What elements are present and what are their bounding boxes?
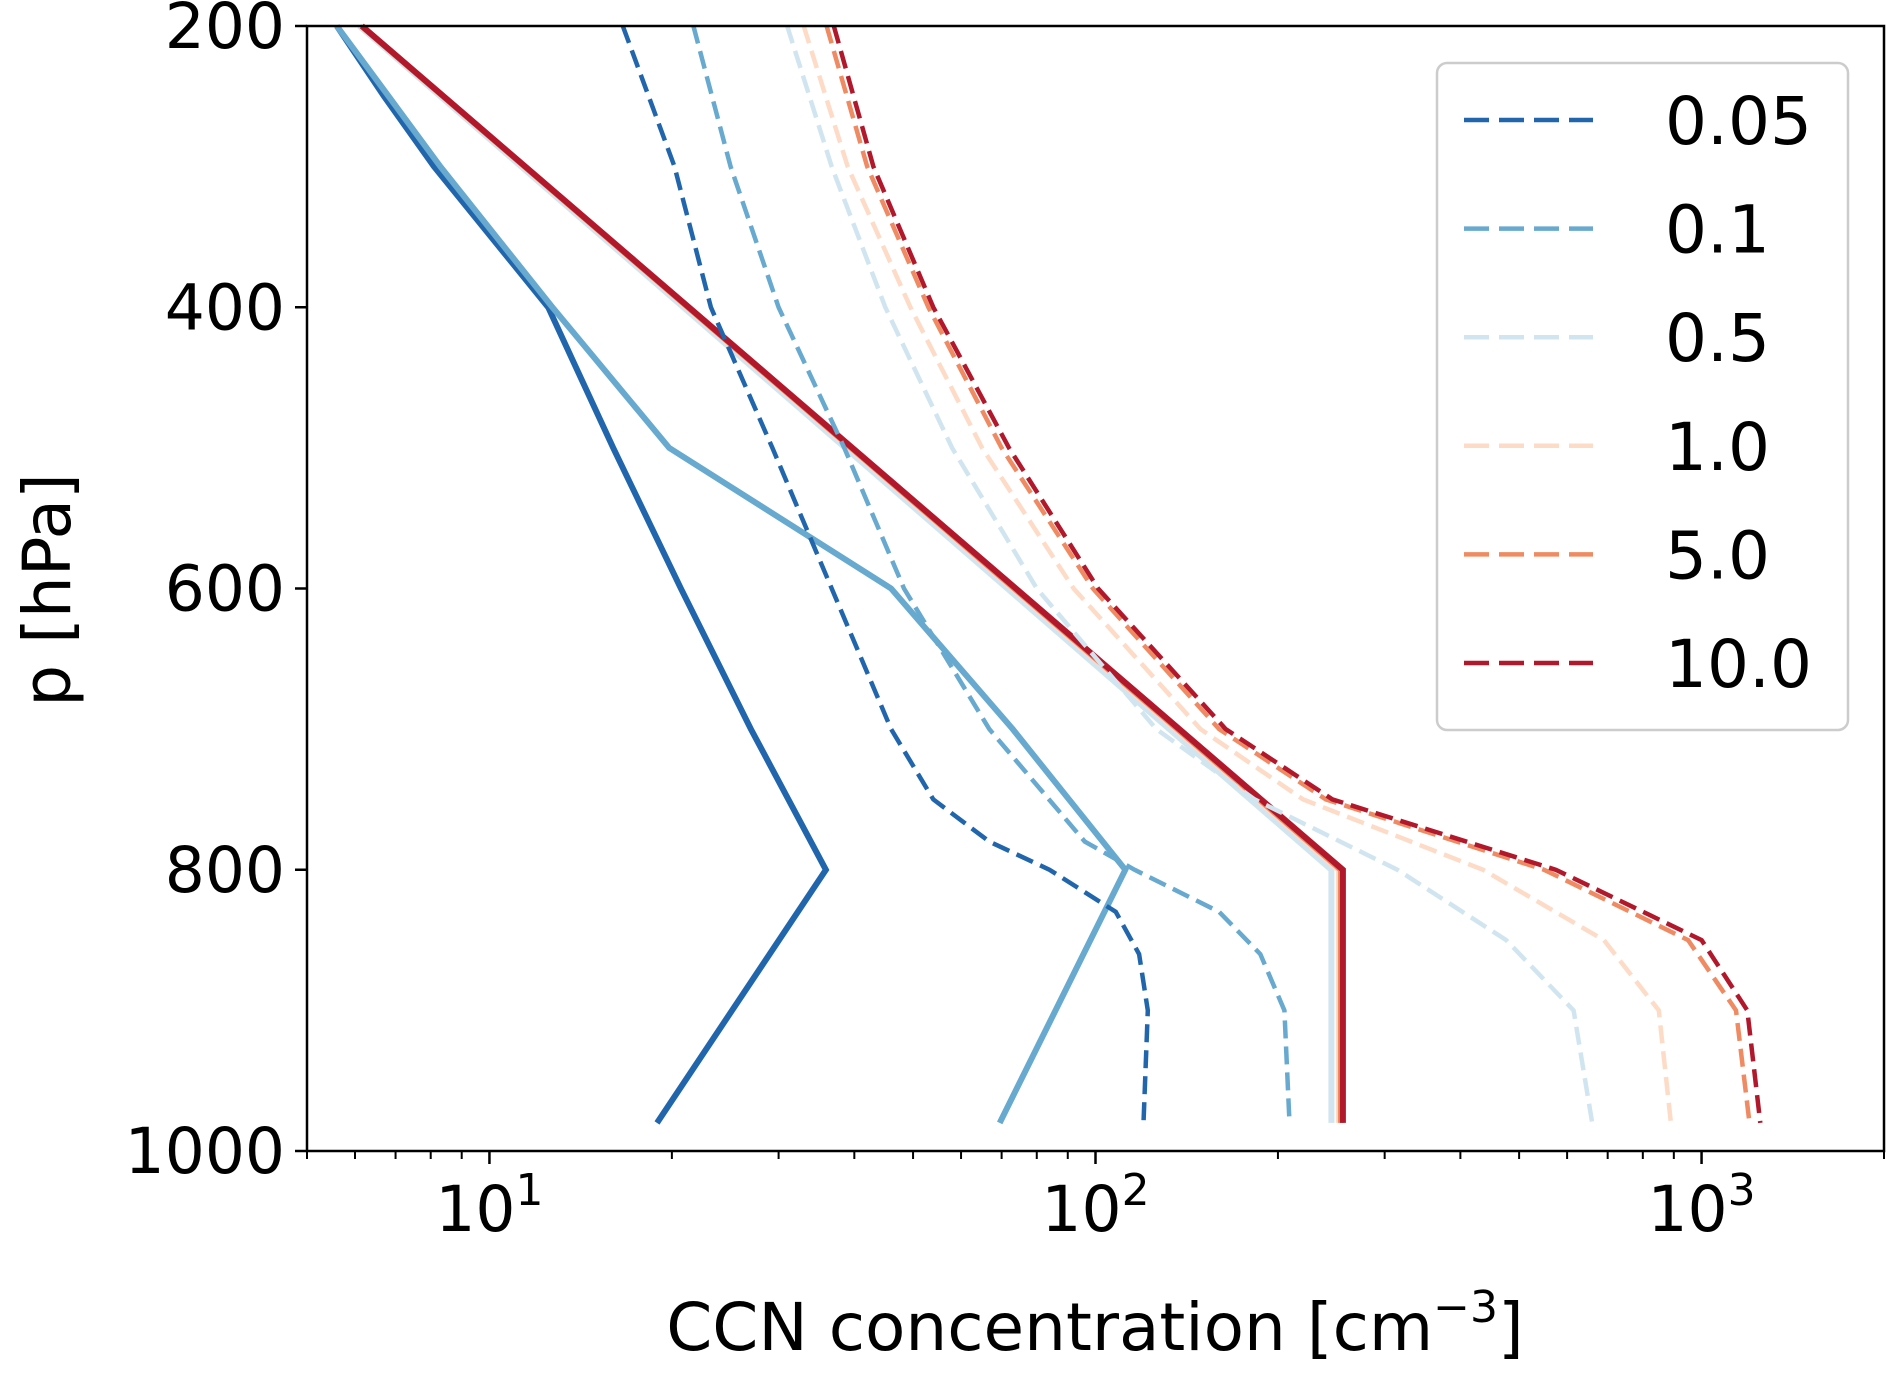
solid-line-1.0 — [359, 23, 1342, 1123]
legend-entry-10.0: 10.0 — [1464, 626, 1812, 703]
legend-label: 1.0 — [1665, 409, 1770, 486]
legend-label: 5.0 — [1665, 517, 1770, 594]
x-tick-label: 103 — [1647, 1165, 1755, 1246]
plot-lines — [334, 23, 1763, 1125]
legend-entry-0.5: 0.5 — [1464, 300, 1770, 377]
legend-label: 10.0 — [1665, 626, 1812, 703]
x-axis-label: CCN concentration [cm−3] — [666, 1282, 1524, 1366]
y-tick-label: 600 — [165, 553, 285, 626]
dashed-line-0.5 — [785, 25, 1595, 1124]
legend-label: 0.05 — [1665, 83, 1812, 160]
solid-line-0.05 — [334, 24, 830, 1125]
y-tick-label: 1000 — [125, 1115, 285, 1188]
legend-label: 0.5 — [1665, 300, 1770, 377]
x-tick-label: 102 — [1041, 1165, 1149, 1246]
legend: 0.05 0.1 0.5 1.0 5.0 10.0 — [1435, 61, 1850, 732]
y-tick-label: 800 — [165, 834, 285, 907]
solid-line-0.5 — [357, 23, 1335, 1123]
legend-label: 0.1 — [1665, 192, 1770, 269]
dashed-line-10.0 — [831, 25, 1763, 1124]
legend-entry-1.0: 1.0 — [1464, 409, 1770, 486]
legend-entry-5.0: 5.0 — [1464, 517, 1770, 594]
y-tick-label: 400 — [165, 271, 285, 344]
x-tick-label: 101 — [435, 1165, 543, 1246]
dashed-line-5.0 — [824, 25, 1752, 1124]
legend-entry-0.1: 0.1 — [1464, 192, 1770, 269]
solid-line-10.0 — [359, 23, 1346, 1123]
y-axis-label: p [hPa] — [9, 473, 86, 706]
axis-ticks: 200 400 600 800 1000 101 102 103 — [125, 0, 1885, 1246]
dashed-line-1.0 — [801, 25, 1674, 1124]
dashed-line-0.05 — [620, 25, 1151, 1123]
dashed-line-0.1 — [691, 25, 1292, 1124]
solid-line-5.0 — [359, 23, 1344, 1123]
y-tick-label: 200 — [165, 0, 285, 63]
solid-line-0.1 — [334, 24, 1129, 1125]
legend-entry-0.05: 0.05 — [1464, 83, 1812, 160]
